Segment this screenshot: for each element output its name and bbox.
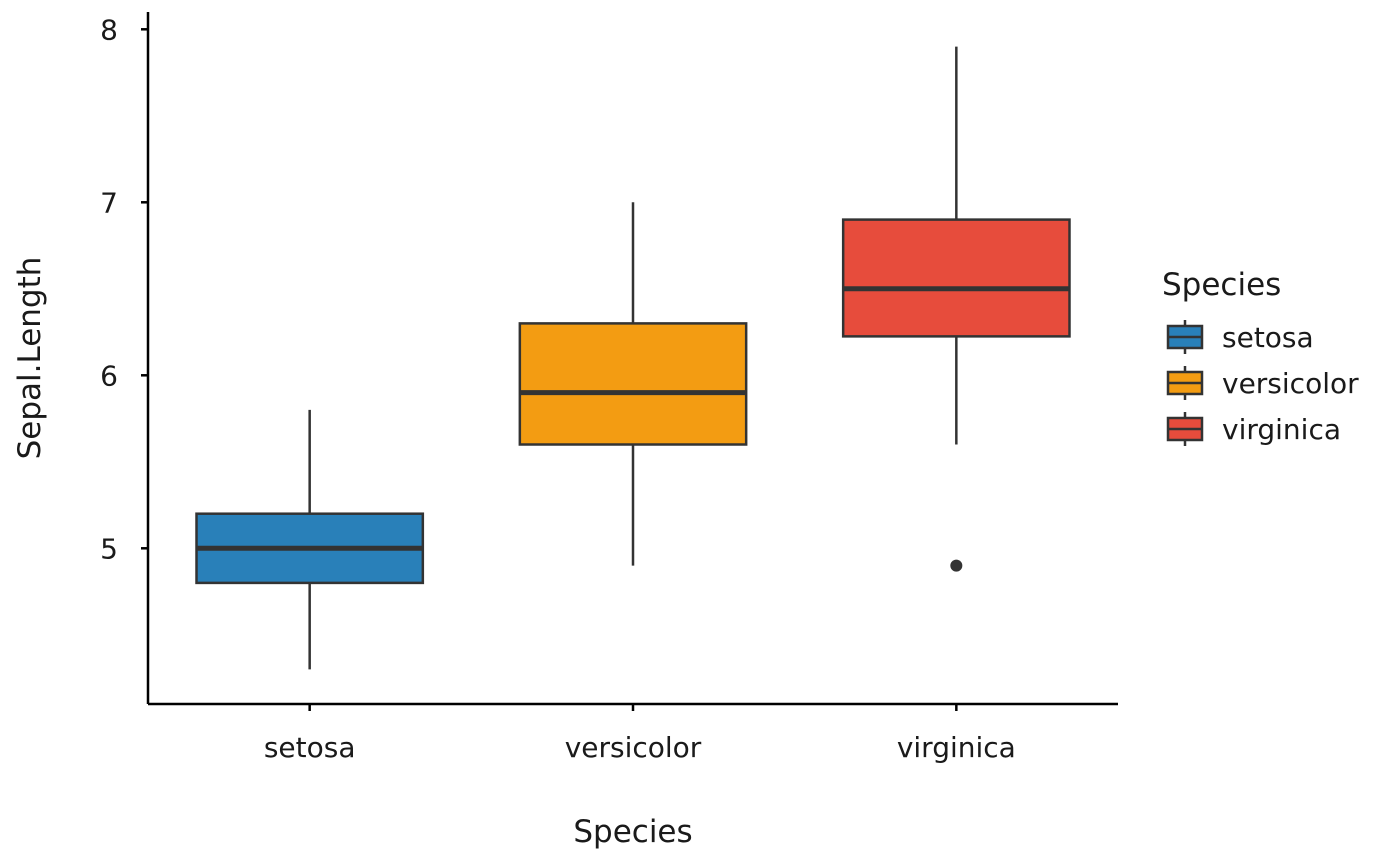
legend-title: Species bbox=[1162, 267, 1281, 303]
outlier-point bbox=[950, 559, 963, 572]
box-virginica bbox=[841, 46, 1071, 572]
legend-label: versicolor bbox=[1222, 367, 1359, 400]
legend-item-virginica: virginica bbox=[1166, 412, 1341, 446]
x-tick-label: setosa bbox=[264, 731, 356, 764]
y-tick-label: 5 bbox=[100, 532, 118, 565]
x-axis: setosa versicolor virginica bbox=[148, 702, 1118, 764]
box-iqr bbox=[518, 322, 748, 446]
y-tick-label: 6 bbox=[100, 359, 118, 392]
box-iqr bbox=[841, 218, 1071, 338]
y-axis: 5 6 7 8 bbox=[100, 12, 150, 704]
x-tick-label: virginica bbox=[897, 731, 1016, 764]
legend-item-setosa: setosa bbox=[1166, 320, 1314, 354]
box-versicolor bbox=[518, 202, 748, 566]
x-axis-title: Species bbox=[573, 814, 692, 850]
legend-label: virginica bbox=[1222, 413, 1341, 446]
plot-area bbox=[195, 46, 1071, 670]
legend: Species setosa versicolor virginica bbox=[1162, 267, 1359, 446]
legend-label: setosa bbox=[1222, 321, 1314, 354]
y-tick-label: 8 bbox=[100, 13, 118, 46]
y-tick-label: 7 bbox=[100, 186, 118, 219]
x-tick-label: versicolor bbox=[565, 731, 702, 764]
y-axis-title: Sepal.Length bbox=[12, 257, 48, 460]
legend-item-versicolor: versicolor bbox=[1166, 366, 1359, 400]
box-setosa bbox=[195, 409, 425, 670]
